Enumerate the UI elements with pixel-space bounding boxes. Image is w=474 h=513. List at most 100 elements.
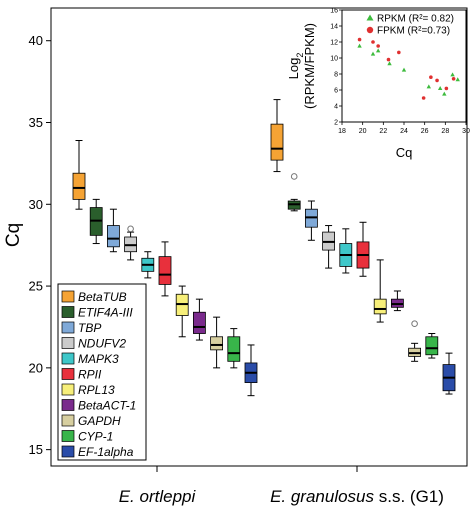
box-GAPDH	[210, 316, 224, 369]
fpkm-point	[386, 57, 391, 62]
box-EF-1alpha	[244, 344, 258, 397]
fpkm-point	[435, 78, 439, 83]
outlier-point	[411, 320, 418, 327]
rpkm-point	[455, 77, 460, 82]
box-NDUFV2	[124, 225, 137, 261]
inset-y-label-line2: (RPKM/FPKM)	[302, 23, 317, 109]
legend-label: BetaACT-1	[78, 399, 136, 413]
inset-y-tick-label: 10	[330, 56, 338, 63]
box-iqr	[158, 256, 172, 285]
fpkm-point	[444, 86, 449, 91]
legend-swatch	[61, 290, 75, 303]
box-RPL13	[373, 259, 387, 323]
inset-y-label: Log2	[286, 53, 305, 80]
legend-swatch	[61, 430, 75, 442]
fpkm-point	[451, 77, 456, 81]
legend-label: BetaTUB	[78, 290, 127, 304]
outlier-point	[290, 173, 298, 180]
x-group-label-italic: E. granulosus	[270, 487, 374, 506]
rpkm-point	[375, 48, 381, 53]
outlier-point	[127, 225, 134, 233]
inset-y-tick-label: 6	[334, 88, 338, 95]
rpkm-point	[387, 61, 392, 66]
plot-frame	[50, 7, 468, 467]
box-iqr	[270, 123, 284, 161]
legend-swatch	[61, 445, 75, 458]
box-RPII	[158, 241, 172, 297]
fpkm-point	[357, 37, 362, 42]
fpkm-point	[429, 75, 433, 79]
inset-y-tick-label: 14	[330, 24, 338, 31]
box-CYP-1	[227, 328, 241, 369]
inset-x-tick-label: 20	[359, 128, 367, 135]
x-group-label-rest: s.s. (G1)	[374, 487, 444, 506]
box-iqr	[227, 336, 241, 362]
box-iqr	[373, 298, 387, 315]
fpkm-point	[421, 96, 426, 100]
box-BetaTUB	[270, 99, 284, 173]
box-iqr	[192, 311, 206, 334]
inset-y-tick-label: 4	[334, 104, 338, 111]
y-tick-label: 20	[29, 360, 43, 375]
box-RPII	[356, 221, 370, 277]
rpkm-point	[442, 91, 447, 96]
legend-label: RPII	[78, 368, 102, 382]
box-NDUFV2	[322, 225, 336, 269]
box-EF-1alpha	[442, 352, 456, 395]
inset-frame	[341, 9, 467, 123]
rpkm-point	[437, 86, 443, 90]
y-tick-label: 35	[29, 115, 43, 130]
box-MAPK3	[339, 228, 353, 274]
box-MAPK3	[141, 251, 155, 279]
x-group-label: E. ortleppi	[119, 487, 197, 506]
box-TBP	[107, 208, 120, 253]
legend-label: GAPDH	[78, 414, 121, 428]
y-tick-label: 25	[29, 279, 43, 294]
box-iqr	[72, 172, 86, 200]
box-TBP	[304, 200, 318, 241]
legend-swatch	[61, 383, 75, 396]
inset-legend-marker-fpkm	[366, 26, 374, 34]
x-axis-groups: E. ortleppi E. granulosus s.s. (G1)	[119, 466, 444, 506]
y-tick-label: 40	[29, 33, 43, 48]
y-axis-label: Cq	[3, 223, 24, 247]
legend-swatch	[61, 337, 75, 349]
box-iqr	[425, 336, 439, 356]
box-plots	[72, 99, 456, 397]
rpkm-point	[401, 67, 407, 72]
box-ETIF4A-III	[89, 198, 103, 245]
legend-label: ETIF4A-III	[78, 306, 133, 320]
box-ETIF4A-III	[287, 173, 301, 212]
inset-x-label: Cq	[396, 145, 413, 160]
box-BetaACT-1	[192, 298, 206, 341]
rpkm-point	[426, 84, 431, 89]
x-group-label: E. granulosus s.s. (G1)	[270, 487, 444, 506]
inset-legend-label: FPKM (R²=0.73)	[377, 26, 450, 37]
rpkm-point	[450, 72, 455, 77]
legend-label: MAPK3	[78, 352, 119, 366]
inset-x-tick-label: 24	[400, 128, 408, 135]
box-BetaACT-1	[390, 290, 404, 312]
legend-swatch	[61, 368, 75, 380]
fpkm-point	[397, 50, 401, 55]
inset-x-tick-label: 18	[338, 128, 346, 135]
inset-x-tick-label: 26	[421, 128, 429, 135]
fpkm-point	[376, 44, 380, 48]
y-axis: 15 20 25 30 35 40	[29, 33, 51, 457]
inset-x-tick-label: 22	[379, 128, 387, 135]
legend-swatch	[61, 414, 75, 427]
inset-y-tick-label: 2	[334, 120, 338, 127]
rpkm-point	[357, 43, 362, 48]
legend-label: RPL13	[78, 383, 115, 397]
legend-label: EF-1alpha	[78, 445, 134, 459]
legend-swatch	[61, 352, 75, 365]
legend-label: TBP	[78, 321, 101, 335]
inset-y-tick-label: 8	[334, 72, 338, 79]
box-GAPDH	[408, 320, 422, 362]
inset-x-tick-label: 30	[462, 128, 470, 135]
box-CYP-1	[425, 333, 439, 359]
inset-legend-label: RPKM (R²= 0.82)	[377, 14, 454, 25]
inset-y-tick-label: 12	[330, 40, 338, 47]
